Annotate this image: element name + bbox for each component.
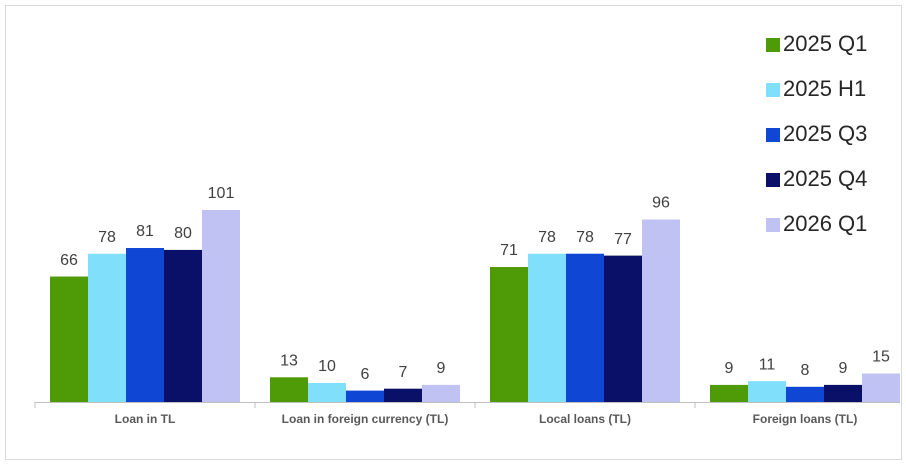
- bar: [126, 248, 164, 402]
- value-label: 11: [759, 356, 776, 373]
- value-label: 9: [839, 360, 848, 377]
- value-label: 81: [136, 223, 154, 240]
- legend-swatch: [766, 38, 780, 52]
- value-label: 15: [872, 349, 890, 366]
- bar: [710, 384, 748, 402]
- bar: [50, 276, 88, 402]
- bar: [308, 382, 346, 402]
- bar: [164, 249, 202, 402]
- value-label: 9: [437, 360, 446, 377]
- legend-swatch: [766, 218, 780, 232]
- x-tick-label: Loan in foreign currency (TL): [281, 412, 449, 426]
- bar: [824, 384, 862, 402]
- legend-label: 2025 Q4: [783, 166, 867, 191]
- bar: [346, 390, 384, 402]
- bar: [604, 255, 642, 402]
- bar: [786, 386, 824, 402]
- x-tick-label: Loan in TL: [114, 412, 176, 426]
- bar: [88, 253, 126, 402]
- value-label: 9: [725, 360, 734, 377]
- legend-swatch: [766, 83, 780, 97]
- value-label: 78: [538, 229, 556, 246]
- value-label: 13: [280, 353, 298, 370]
- bar: [422, 384, 460, 402]
- legend-swatch: [766, 128, 780, 142]
- legend-label: 2025 H1: [783, 76, 866, 101]
- bar: [528, 253, 566, 402]
- value-label: 7: [399, 364, 408, 381]
- value-label: 96: [652, 195, 670, 212]
- bar: [384, 388, 422, 402]
- value-label: 66: [60, 252, 78, 269]
- legend-label: 2025 Q3: [783, 121, 867, 146]
- value-label: 101: [208, 185, 235, 202]
- value-label: 80: [174, 225, 192, 242]
- bar: [642, 219, 680, 402]
- chart-frame: [5, 5, 902, 460]
- value-label: 71: [500, 242, 518, 259]
- value-label: 77: [614, 231, 632, 248]
- bar: [748, 381, 786, 402]
- bar: [270, 377, 308, 402]
- x-tick-label: Local loans (TL): [538, 412, 631, 426]
- bar: [566, 253, 604, 402]
- legend-label: 2026 Q1: [783, 211, 867, 236]
- value-label: 8: [801, 362, 810, 379]
- value-label: 10: [318, 358, 336, 375]
- legend-swatch: [766, 173, 780, 187]
- bar: [202, 210, 240, 402]
- value-label: 6: [361, 366, 370, 383]
- bar: [490, 267, 528, 402]
- value-label: 78: [576, 229, 594, 246]
- legend-label: 2025 Q1: [783, 31, 867, 56]
- value-label: 78: [98, 229, 116, 246]
- x-tick-label: Foreign loans (TL): [752, 412, 858, 426]
- bar: [862, 373, 900, 402]
